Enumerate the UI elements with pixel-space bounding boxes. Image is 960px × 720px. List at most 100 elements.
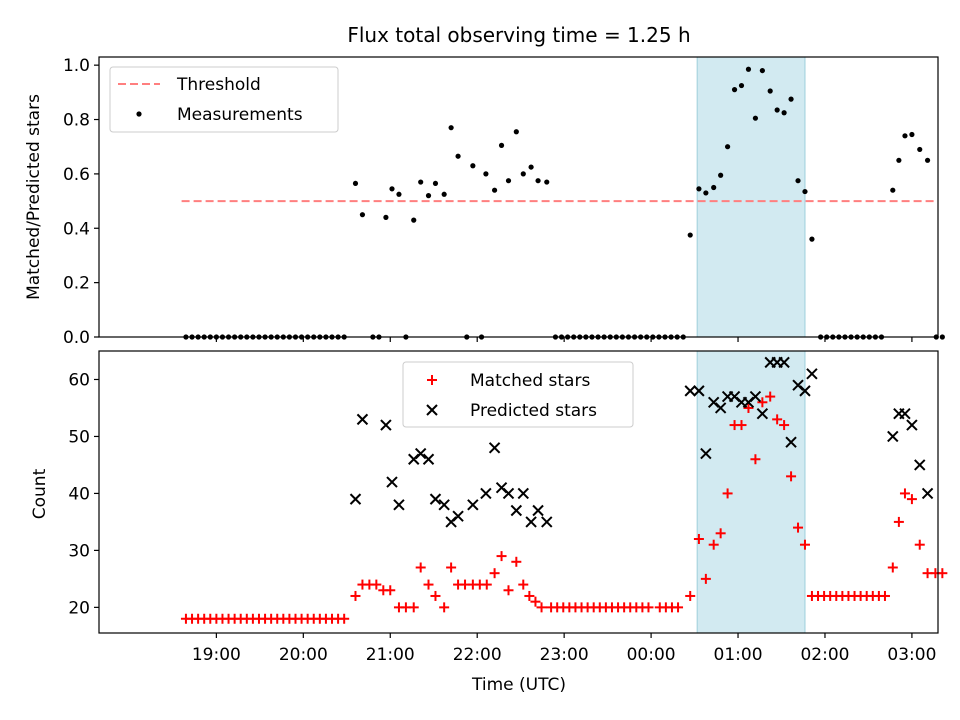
measurement-point [352, 180, 359, 187]
measurement-point [389, 186, 395, 192]
x-tick-label: 00:00 [627, 645, 676, 665]
top-y-tick-label: 0.4 [63, 219, 90, 239]
measurement-point [470, 163, 476, 169]
predicted-star-point [380, 419, 392, 431]
measurement-point [917, 146, 923, 153]
measurement-point [711, 184, 717, 191]
predicted-star-point [799, 385, 811, 397]
threshold-legend-label: Threshold [176, 75, 261, 95]
observing-window-shade [696, 350, 806, 634]
matched-star-point [793, 522, 804, 533]
measurement-point [535, 178, 541, 184]
top-y-axis-label: Matched/Predicted stars [24, 94, 44, 300]
matched-star-point [408, 602, 419, 613]
matched-star-point [786, 471, 797, 482]
matched-star-point [700, 573, 711, 584]
predicted-star-point [349, 493, 362, 505]
measurements-legend-label: Measurements [177, 105, 303, 125]
predicted-star-point [899, 407, 911, 420]
measurement-point [396, 191, 402, 197]
bottom-legend: Matched stars Predicted stars [402, 361, 634, 428]
top-y-tick-label: 1.0 [63, 56, 90, 76]
top-y-tick-label: 0.0 [63, 328, 90, 348]
matched-legend-label: Matched stars [470, 371, 590, 391]
top-axes-frame [98, 56, 939, 338]
measurement-point [455, 153, 461, 159]
predicted-star-point [906, 419, 918, 431]
measurement-point [902, 133, 908, 139]
matched-star-point [715, 528, 726, 539]
observing-window-shade [696, 56, 806, 338]
predicted-star-point [714, 402, 727, 414]
measurement-point [696, 186, 702, 192]
matched-star-point [489, 568, 500, 579]
measurement-point [890, 187, 896, 193]
matched-star-point [899, 488, 910, 499]
measurement-point [745, 66, 752, 72]
measurement-point [909, 131, 915, 138]
measurement-point [491, 187, 498, 193]
matched-star-point [643, 602, 654, 613]
measurement-point [896, 157, 902, 163]
matched-star-point [736, 420, 747, 431]
measurement-point [483, 171, 489, 177]
matched-star-point [765, 391, 776, 402]
matched-star-point [530, 596, 541, 607]
measurement-point [432, 180, 439, 187]
matched-star-point [371, 579, 382, 590]
measurement-point [752, 115, 759, 121]
bottom-y-tick-label: 20 [68, 598, 90, 618]
predicted-star-point [914, 459, 926, 471]
measurement-point [687, 232, 693, 238]
predicted-star-point [693, 385, 705, 397]
measurement-point [767, 88, 773, 94]
measurement-point [425, 193, 432, 199]
matched-star-point [511, 556, 522, 567]
matched-star-point [743, 402, 754, 413]
predicted-star-point [393, 499, 405, 511]
measurement-point [781, 110, 787, 116]
predicted-star-point [510, 504, 523, 517]
measurements-legend-swatch [136, 111, 142, 117]
matched-star-point [914, 539, 925, 550]
measurement-point [383, 214, 389, 220]
measurement-point [528, 164, 534, 170]
measurement-point [411, 217, 417, 223]
count-panel: 20 30 40 50 60 19:00 20:00 21:00 22:00 23:00 00:0… [30, 350, 948, 695]
predicted-star-point [785, 436, 797, 448]
bottom-y-axis-label: Count [30, 468, 50, 519]
matched-star-point [350, 590, 361, 601]
predicted-star-point [517, 487, 529, 500]
measurement-point [441, 191, 447, 197]
matched-star-point [799, 539, 810, 550]
measurement-point [809, 236, 815, 242]
matched-star-point [385, 585, 396, 596]
matched-star-point [524, 590, 535, 601]
matched-star-point [496, 551, 507, 562]
predicted-star-point [525, 516, 537, 528]
matched-legend-swatch [427, 375, 437, 385]
measurement-point [802, 188, 808, 195]
matched-star-point [536, 602, 547, 613]
measurement-point [939, 334, 945, 340]
matched-star-point [779, 420, 790, 431]
measurement-point [724, 144, 731, 150]
predicted-star-point [700, 447, 712, 460]
measurement-point [759, 67, 765, 74]
predicted-star-point [684, 385, 696, 397]
predicted-star-point [756, 407, 769, 420]
predicted-star-point [386, 476, 398, 488]
predicted-star-point [438, 499, 450, 511]
matched-star-point [446, 562, 457, 573]
ratio-panel: 0.0 0.2 0.4 0.6 0.8 1.0 Matched/Predicted sta… [24, 56, 945, 348]
measurement-point [505, 178, 512, 184]
matched-star-point [893, 516, 904, 527]
x-tick-label: 19:00 [192, 645, 241, 665]
x-axis-label: Time (UTC) [471, 675, 566, 695]
matched-star-point [879, 590, 890, 601]
top-y-tick-label: 0.6 [63, 165, 90, 185]
chart-title: Flux total observing time = 1.25 h [347, 23, 690, 47]
predicted-star-point [806, 368, 818, 380]
predicted-legend-swatch [426, 404, 438, 416]
